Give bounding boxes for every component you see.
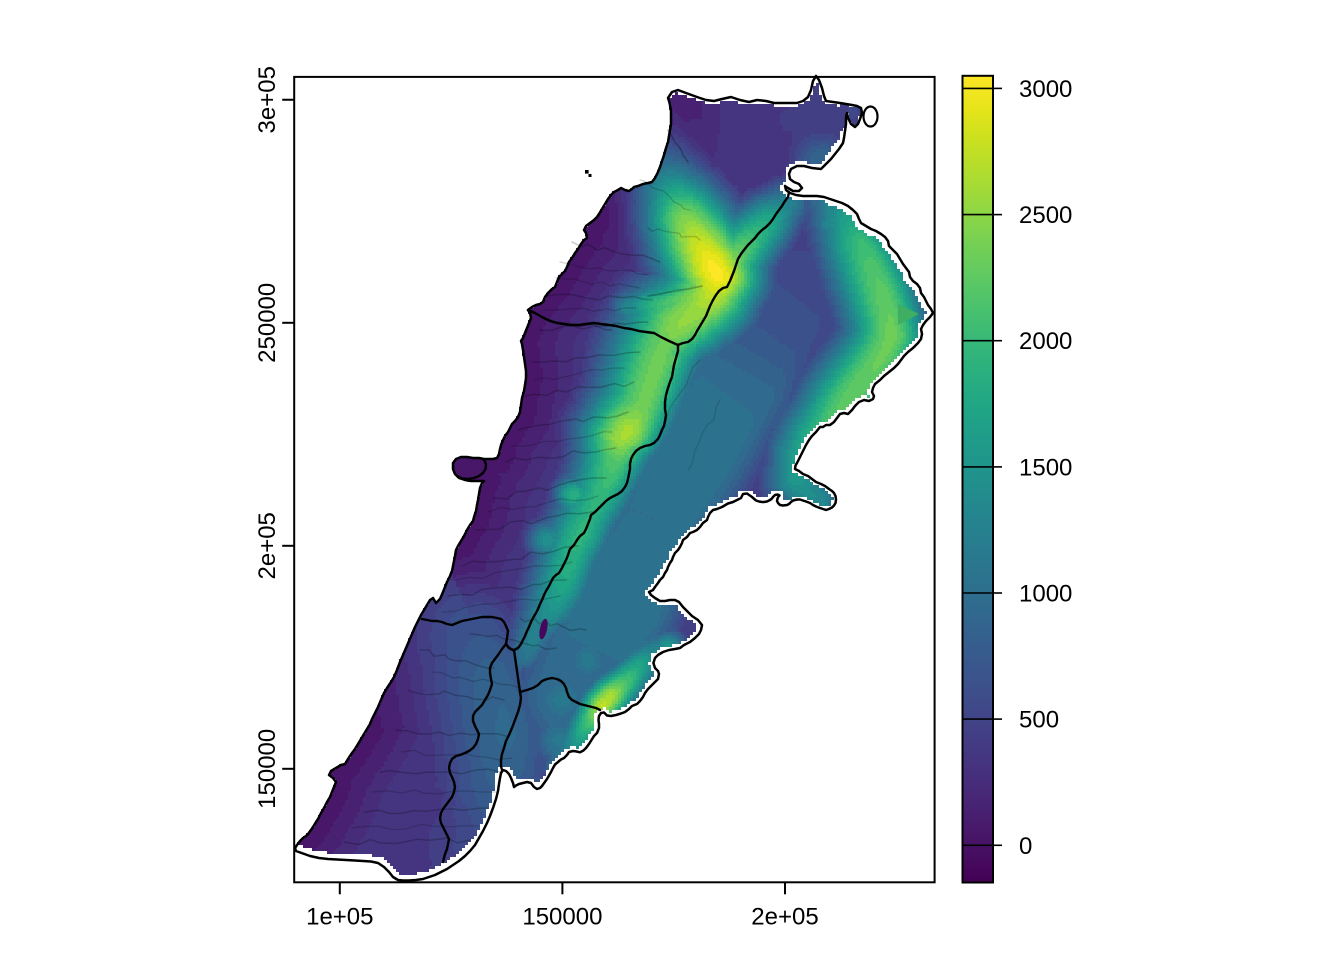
svg-text:2500: 2500 — [1019, 202, 1072, 229]
svg-text:500: 500 — [1019, 707, 1059, 734]
svg-text:2e+05: 2e+05 — [751, 904, 818, 931]
svg-text:3e+05: 3e+05 — [254, 66, 281, 133]
svg-text:0: 0 — [1019, 833, 1032, 860]
svg-text:150000: 150000 — [254, 729, 281, 809]
svg-text:1000: 1000 — [1019, 581, 1072, 608]
svg-text:2e+05: 2e+05 — [254, 512, 281, 579]
svg-text:250000: 250000 — [254, 283, 281, 363]
svg-text:150000: 150000 — [522, 904, 602, 931]
svg-text:1e+05: 1e+05 — [306, 904, 373, 931]
svg-text:2000: 2000 — [1019, 328, 1072, 355]
svg-text:1500: 1500 — [1019, 454, 1072, 481]
svg-text:3000: 3000 — [1019, 76, 1072, 103]
